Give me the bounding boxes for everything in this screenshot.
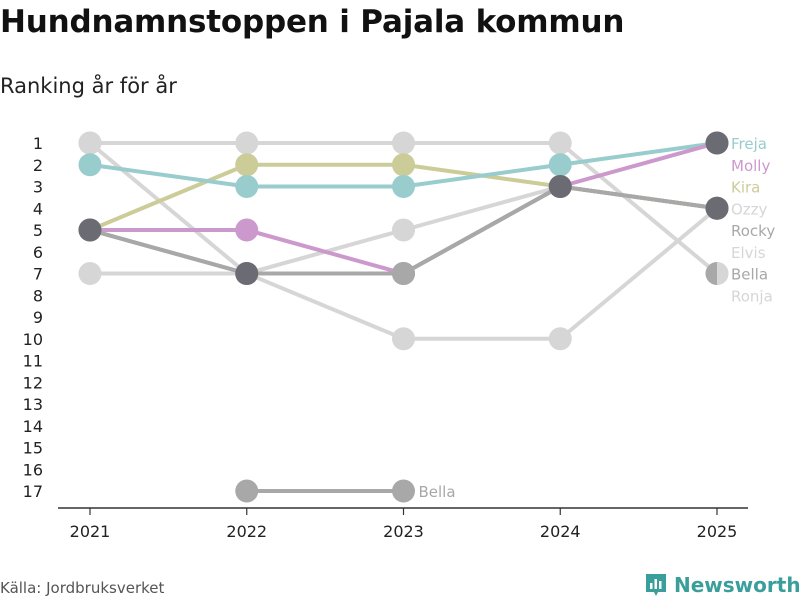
highlight-point-half <box>717 262 729 285</box>
y-tick-label: 2 <box>33 156 43 175</box>
series-point-ozzy <box>392 131 415 155</box>
series-point-ronja <box>392 327 415 351</box>
series-line-bella <box>558 184 719 211</box>
series-line-ozzy <box>558 141 719 276</box>
y-tick-label: 4 <box>33 199 43 218</box>
newsworthy-logo: Newsworthy <box>644 570 800 600</box>
series-point-elvis <box>392 218 415 242</box>
x-tick-label: 2024 <box>540 522 581 541</box>
series-point-kira <box>235 153 259 177</box>
series-line-molly <box>244 228 406 276</box>
highlight-point-half <box>705 262 717 285</box>
series-point-bella <box>392 262 415 285</box>
series-point-freja <box>78 153 102 177</box>
series-point-ozzy <box>235 131 259 155</box>
y-tick-label: 13 <box>23 395 43 414</box>
y-tick-label: 16 <box>23 460 43 479</box>
series-point-elvis <box>78 262 102 285</box>
series-line-freja <box>401 162 563 189</box>
series-point-bella <box>235 479 259 503</box>
series-point-freja <box>392 175 415 198</box>
highlight-point <box>705 131 729 155</box>
x-tick-label: 2021 <box>70 522 111 541</box>
highlight-point <box>235 262 259 285</box>
series-point-bella <box>392 479 415 503</box>
y-tick-label: 5 <box>33 221 43 240</box>
series-line-molly <box>558 141 719 189</box>
newsworthy-logo-text: Newsworthy <box>674 573 800 597</box>
series-line-freja <box>88 162 249 189</box>
series-point-kira <box>392 153 415 177</box>
end-label-molly: Molly <box>731 157 770 175</box>
series-line-bella <box>88 228 249 276</box>
chart-title: Hundnamnstoppen i Pajala kommun <box>0 4 625 40</box>
y-tick-label: 7 <box>33 265 43 284</box>
series-line-ronja <box>558 206 719 341</box>
end-label-bella: Bella <box>731 266 768 284</box>
end-label-ozzy: Ozzy <box>731 200 768 218</box>
highlight-point <box>548 175 572 198</box>
series-line-ronja <box>88 141 249 276</box>
x-tick-label: 2023 <box>383 522 424 541</box>
y-tick-label: 17 <box>23 482 43 501</box>
y-tick-label: 9 <box>33 308 43 327</box>
end-label-rocky: Rocky <box>731 222 775 240</box>
chart-subtitle: Ranking år för år <box>0 74 177 98</box>
series-line-kira <box>88 162 249 232</box>
end-label-kira: Kira <box>731 179 760 197</box>
inline-label-bella: Bella <box>419 483 456 501</box>
series-line-bella <box>401 184 563 276</box>
y-tick-label: 6 <box>33 243 43 262</box>
y-tick-label: 3 <box>33 178 43 197</box>
y-tick-label: 11 <box>23 352 43 371</box>
y-tick-label: 15 <box>23 439 43 458</box>
x-tick-label: 2025 <box>697 522 738 541</box>
series-point-freja <box>548 153 572 177</box>
series-point-molly <box>235 218 259 242</box>
y-tick-label: 12 <box>23 373 43 392</box>
series-line-ronja <box>244 271 406 341</box>
y-tick-label: 10 <box>23 330 43 349</box>
highlight-point <box>705 196 729 220</box>
y-tick-label: 8 <box>33 286 43 305</box>
y-tick-label: 1 <box>33 134 43 153</box>
series-line-elvis <box>401 184 563 232</box>
end-label-freja: Freja <box>731 135 767 153</box>
end-label-ronja: Ronja <box>731 287 773 305</box>
end-label-elvis: Elvis <box>731 244 766 262</box>
source-note: Källa: Jordbruksverket <box>0 579 165 597</box>
x-tick-label: 2022 <box>226 522 267 541</box>
series-line-freja <box>558 141 719 167</box>
series-point-ozzy <box>548 131 572 155</box>
series-point-freja <box>235 175 259 198</box>
series-point-ronja <box>548 327 572 351</box>
newsworthy-logo-icon <box>646 574 666 596</box>
highlight-point <box>78 218 102 242</box>
y-tick-label: 14 <box>23 417 43 436</box>
series-point-ozzy <box>78 131 102 155</box>
